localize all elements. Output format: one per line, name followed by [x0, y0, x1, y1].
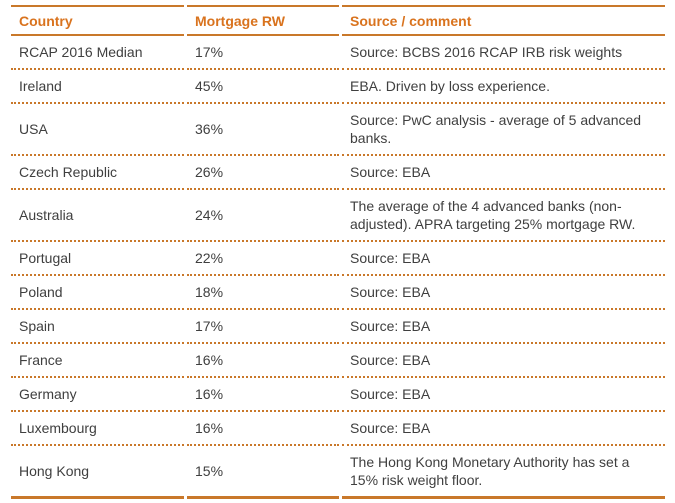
rw-cell: 16% [187, 344, 339, 378]
country-cell: France [11, 344, 184, 378]
country-cell: Australia [11, 190, 184, 242]
table-row: Portugal 22% Source: EBA [11, 242, 665, 276]
table-row: Australia 24% The average of the 4 advance… [11, 190, 665, 242]
column-header-mortgage-rw: Mortgage RW [187, 5, 339, 36]
country-cell: Czech Republic [11, 156, 184, 190]
table-row: Germany 16% Source: EBA [11, 378, 665, 412]
rw-cell: 16% [187, 378, 339, 412]
table-row: Czech Republic 26% Source: EBA [11, 156, 665, 190]
source-cell: Source: PwC analysis - average of 5 adva… [342, 104, 665, 156]
table-body: RCAP 2016 Median 17% Source: BCBS 2016 RCA… [11, 36, 665, 499]
country-cell: RCAP 2016 Median [11, 36, 184, 70]
country-cell: Germany [11, 378, 184, 412]
rw-cell: 16% [187, 412, 339, 446]
source-cell: Source: EBA [342, 344, 665, 378]
rw-cell: 22% [187, 242, 339, 276]
rw-cell: 45% [187, 70, 339, 104]
rw-cell: 15% [187, 446, 339, 499]
rw-cell: 24% [187, 190, 339, 242]
table-row: RCAP 2016 Median 17% Source: BCBS 2016 RCA… [11, 36, 665, 70]
source-cell: EBA. Driven by loss experience. [342, 70, 665, 104]
table-row: France 16% Source: EBA [11, 344, 665, 378]
source-cell: Source: EBA [342, 156, 665, 190]
table-row: Hong Kong 15% The Hong Kong Monetary Autho… [11, 446, 665, 499]
country-cell: Spain [11, 310, 184, 344]
source-cell: Source: EBA [342, 412, 665, 446]
source-cell: Source: EBA [342, 378, 665, 412]
table-header: Country Mortgage RW Source / comment [11, 5, 665, 36]
source-cell: Source: EBA [342, 276, 665, 310]
rw-cell: 17% [187, 36, 339, 70]
rw-cell: 26% [187, 156, 339, 190]
source-cell: Source: BCBS 2016 RCAP IRB risk weights [342, 36, 665, 70]
rw-cell: 36% [187, 104, 339, 156]
header-row: Country Mortgage RW Source / comment [11, 5, 665, 36]
table-row: Poland 18% Source: EBA [11, 276, 665, 310]
country-cell: USA [11, 104, 184, 156]
source-cell: The Hong Kong Monetary Authority has set… [342, 446, 665, 499]
rw-cell: 17% [187, 310, 339, 344]
country-cell: Hong Kong [11, 446, 184, 499]
source-cell: Source: EBA [342, 310, 665, 344]
column-header-source-comment: Source / comment [342, 5, 665, 36]
table-row: Ireland 45% EBA. Driven by loss experience… [11, 70, 665, 104]
column-header-country: Country [11, 5, 184, 36]
mortgage-rw-table: Country Mortgage RW Source / comment RCA… [8, 5, 668, 499]
source-cell: Source: EBA [342, 242, 665, 276]
source-cell: The average of the 4 advanced banks (non… [342, 190, 665, 242]
country-cell: Luxembourg [11, 412, 184, 446]
country-cell: Ireland [11, 70, 184, 104]
country-cell: Portugal [11, 242, 184, 276]
rw-cell: 18% [187, 276, 339, 310]
country-cell: Poland [11, 276, 184, 310]
table-row: Spain 17% Source: EBA [11, 310, 665, 344]
table-row: USA 36% Source: PwC analysis - average of … [11, 104, 665, 156]
table-row: Luxembourg 16% Source: EBA [11, 412, 665, 446]
